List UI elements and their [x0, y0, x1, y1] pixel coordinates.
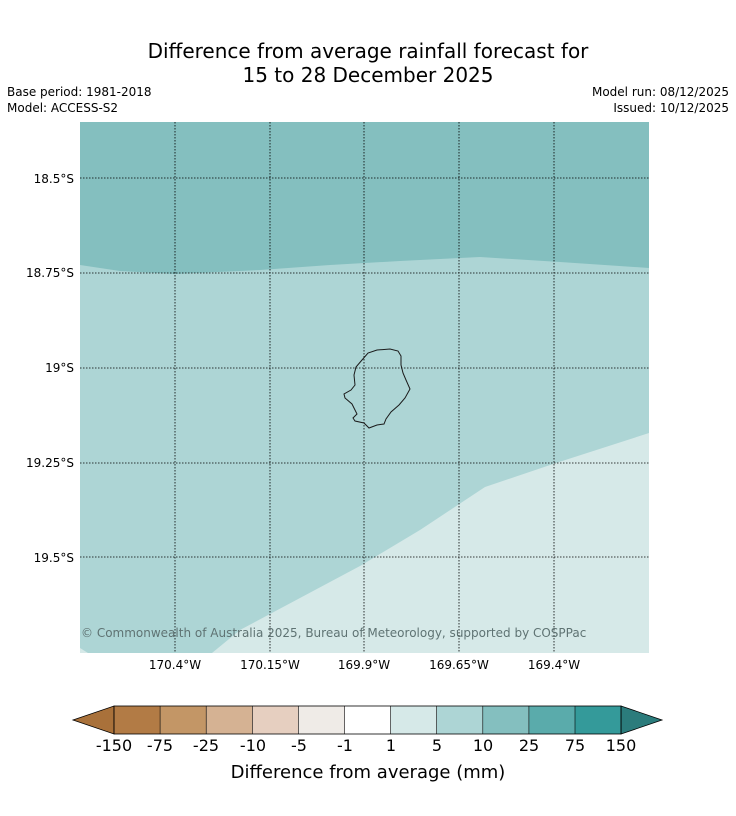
band-25-75 [80, 122, 649, 274]
colorbar-tick: 25 [518, 736, 540, 755]
colorbar-tick: -5 [291, 736, 307, 755]
colorbar-outline [113, 705, 622, 735]
lat-label: 19.5°S [33, 551, 74, 565]
lat-label: 18.5°S [33, 172, 74, 186]
graticule [80, 122, 649, 653]
colorbar-segment [252, 706, 299, 734]
colorbar-segment [160, 706, 207, 734]
lon-label: 170.15°W [240, 658, 300, 672]
map-frame [80, 122, 649, 653]
lon-label: 170.4°W [148, 658, 202, 672]
lat-label: 19°S [45, 361, 74, 375]
copyright-notice: © Commonwealth of Australia 2025, Bureau… [81, 626, 587, 640]
base-period: Base period: 1981-2018 [7, 85, 152, 99]
colorbar-tick: 1 [385, 736, 397, 755]
colorbar-label: Difference from average (mm) [230, 762, 506, 783]
colorbar-tick: -25 [192, 736, 220, 755]
island-outline-icon [343, 348, 411, 429]
colorbar-tick: 10 [472, 736, 494, 755]
colorbar-tick: -150 [95, 736, 133, 755]
colorbar-tick: 5 [431, 736, 443, 755]
colorbar-arrow-left [71, 705, 115, 735]
lat-label: 18.75°S [26, 266, 74, 280]
colorbar-arrow-right [620, 705, 664, 735]
colorbar-tick: 75 [564, 736, 586, 755]
colorbar-segment [482, 706, 529, 734]
model-name: Model: ACCESS-S2 [7, 101, 119, 115]
colorbar-segment [344, 706, 391, 734]
colorbar-segment [575, 706, 622, 734]
colorbar-segment [436, 706, 483, 734]
colorbar-segment [390, 706, 437, 734]
lon-label: 169.9°W [337, 658, 391, 672]
issued-date: Issued: 10/12/2025 [613, 101, 729, 115]
band-5-10 [212, 433, 649, 653]
map-title-line2: 15 to 28 December 2025 [242, 63, 494, 87]
colorbar-tick: -75 [146, 736, 174, 755]
lon-label: 169.65°W [429, 658, 489, 672]
colorbar-tick: -1 [337, 736, 353, 755]
colorbar-segment [114, 706, 161, 734]
map-title-line1: Difference from average rainfall forecas… [147, 39, 589, 63]
lat-label: 19.25°S [26, 456, 74, 470]
band-5-10-corner [80, 648, 88, 653]
colorbar [71, 705, 664, 735]
model-run: Model run: 08/12/2025 [591, 85, 729, 99]
lon-label: 169.4°W [527, 658, 581, 672]
colorbar-tick: -10 [239, 736, 267, 755]
colorbar-tick: 150 [605, 736, 637, 755]
colorbar-segment [206, 706, 253, 734]
colorbar-segment [298, 706, 345, 734]
colorbar-segment [528, 706, 575, 734]
